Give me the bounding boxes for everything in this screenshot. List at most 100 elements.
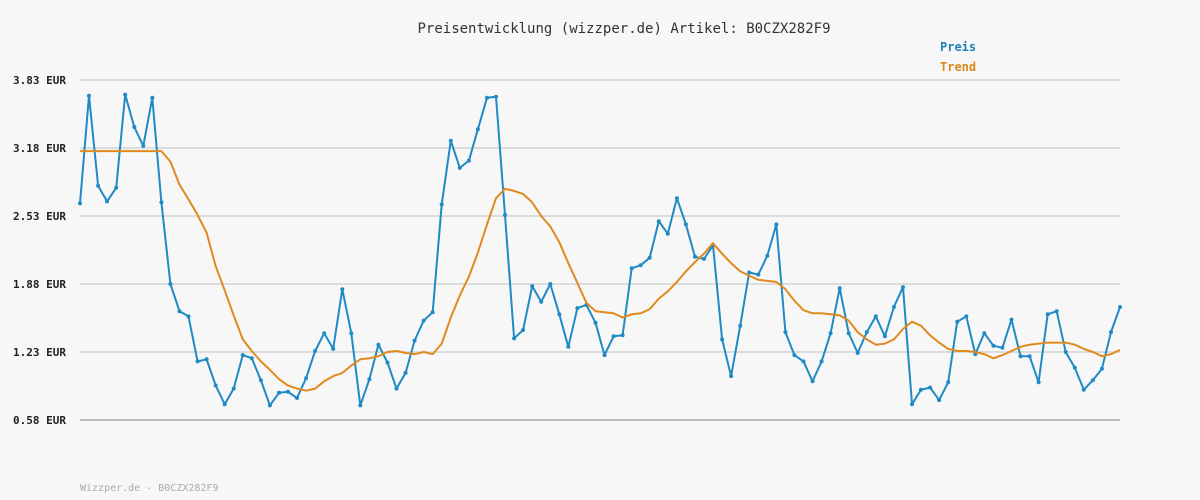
data-point bbox=[774, 222, 779, 227]
data-point bbox=[376, 342, 381, 347]
data-point bbox=[439, 202, 444, 207]
chart-title: Preisentwicklung (wizzper.de) Artikel: B… bbox=[417, 21, 830, 37]
data-point bbox=[982, 331, 987, 336]
data-point bbox=[295, 396, 299, 400]
y-tick-label: 3.18 EUR bbox=[13, 142, 66, 155]
data-point bbox=[729, 374, 734, 379]
data-point bbox=[566, 344, 571, 349]
data-point bbox=[1118, 305, 1122, 309]
data-point bbox=[78, 201, 82, 206]
data-point bbox=[855, 351, 860, 355]
data-point bbox=[910, 402, 914, 407]
data-point bbox=[991, 343, 996, 348]
data-point bbox=[87, 93, 91, 98]
data-point bbox=[882, 334, 887, 339]
data-point bbox=[620, 333, 625, 338]
data-point bbox=[702, 256, 706, 261]
data-point bbox=[1072, 365, 1077, 370]
data-point bbox=[1018, 354, 1023, 359]
data-point bbox=[593, 320, 598, 325]
data-point bbox=[864, 330, 869, 335]
data-point bbox=[783, 330, 788, 335]
data-point bbox=[114, 185, 119, 190]
data-point bbox=[557, 312, 562, 317]
data-point bbox=[683, 222, 688, 227]
data-point bbox=[647, 255, 652, 260]
data-point bbox=[267, 403, 272, 408]
data-point bbox=[240, 353, 245, 358]
data-point bbox=[629, 266, 634, 271]
data-point bbox=[521, 328, 526, 332]
data-point bbox=[105, 199, 110, 204]
data-point bbox=[304, 376, 309, 381]
data-point bbox=[656, 219, 661, 224]
data-point bbox=[213, 383, 218, 388]
data-point bbox=[665, 231, 670, 236]
data-point bbox=[765, 253, 770, 258]
data-point bbox=[747, 270, 752, 275]
data-point bbox=[150, 95, 155, 100]
series-line-trend bbox=[80, 150, 1121, 392]
data-point bbox=[638, 263, 643, 268]
data-point bbox=[756, 272, 761, 277]
data-point bbox=[846, 331, 851, 336]
legend-item-trend: Trend bbox=[940, 60, 976, 74]
series-group bbox=[78, 92, 1122, 408]
data-point bbox=[258, 378, 263, 383]
data-point bbox=[738, 323, 743, 328]
data-point bbox=[322, 331, 327, 336]
data-point bbox=[530, 284, 535, 289]
data-point bbox=[512, 336, 517, 341]
data-point bbox=[132, 125, 137, 130]
data-point bbox=[873, 314, 878, 319]
data-point bbox=[1045, 312, 1050, 317]
data-point bbox=[1081, 387, 1086, 392]
data-point bbox=[494, 94, 498, 99]
data-point bbox=[159, 200, 164, 205]
data-point bbox=[1054, 309, 1059, 314]
data-point bbox=[539, 299, 544, 304]
data-point bbox=[575, 306, 580, 311]
data-point bbox=[1009, 317, 1014, 322]
footer-text: Wizzper.de - B0CZX282F9 bbox=[80, 483, 218, 494]
data-point bbox=[141, 143, 146, 148]
data-point bbox=[485, 95, 489, 100]
y-tick-label: 1.88 EUR bbox=[13, 278, 66, 291]
data-point bbox=[195, 359, 200, 364]
y-tick-label: 1.23 EUR bbox=[13, 346, 66, 359]
data-point bbox=[331, 346, 336, 351]
data-point bbox=[801, 359, 806, 364]
legend-item-preis: Preis bbox=[940, 40, 976, 54]
data-point bbox=[367, 377, 372, 382]
data-point bbox=[96, 183, 101, 188]
y-axis-ticks: 3.83 EUR 3.18 EUR 2.53 EUR 1.88 EUR 1.23 EUR… bbox=[13, 74, 66, 427]
data-point bbox=[466, 158, 471, 163]
data-point bbox=[448, 138, 453, 143]
data-point bbox=[792, 353, 797, 358]
data-point bbox=[602, 353, 607, 358]
data-point bbox=[286, 389, 290, 394]
data-point bbox=[231, 386, 236, 391]
data-point bbox=[955, 319, 960, 324]
data-point bbox=[1036, 380, 1041, 385]
data-point bbox=[819, 359, 824, 364]
data-point bbox=[891, 305, 896, 309]
legend: Preis Trend bbox=[940, 40, 976, 74]
y-tick-label: 0.58 EUR bbox=[13, 414, 66, 427]
data-point bbox=[403, 370, 408, 375]
data-point bbox=[222, 402, 227, 407]
data-point bbox=[475, 127, 480, 132]
data-point bbox=[168, 282, 173, 286]
data-point bbox=[430, 310, 435, 315]
series-line-preis bbox=[79, 93, 1121, 407]
data-point bbox=[828, 331, 833, 336]
data-point bbox=[177, 309, 182, 314]
data-point bbox=[385, 360, 390, 365]
data-point bbox=[503, 213, 507, 217]
data-point bbox=[1063, 350, 1068, 354]
data-point bbox=[457, 165, 462, 170]
data-point bbox=[123, 92, 128, 97]
data-point bbox=[204, 357, 209, 362]
data-point bbox=[611, 334, 616, 339]
